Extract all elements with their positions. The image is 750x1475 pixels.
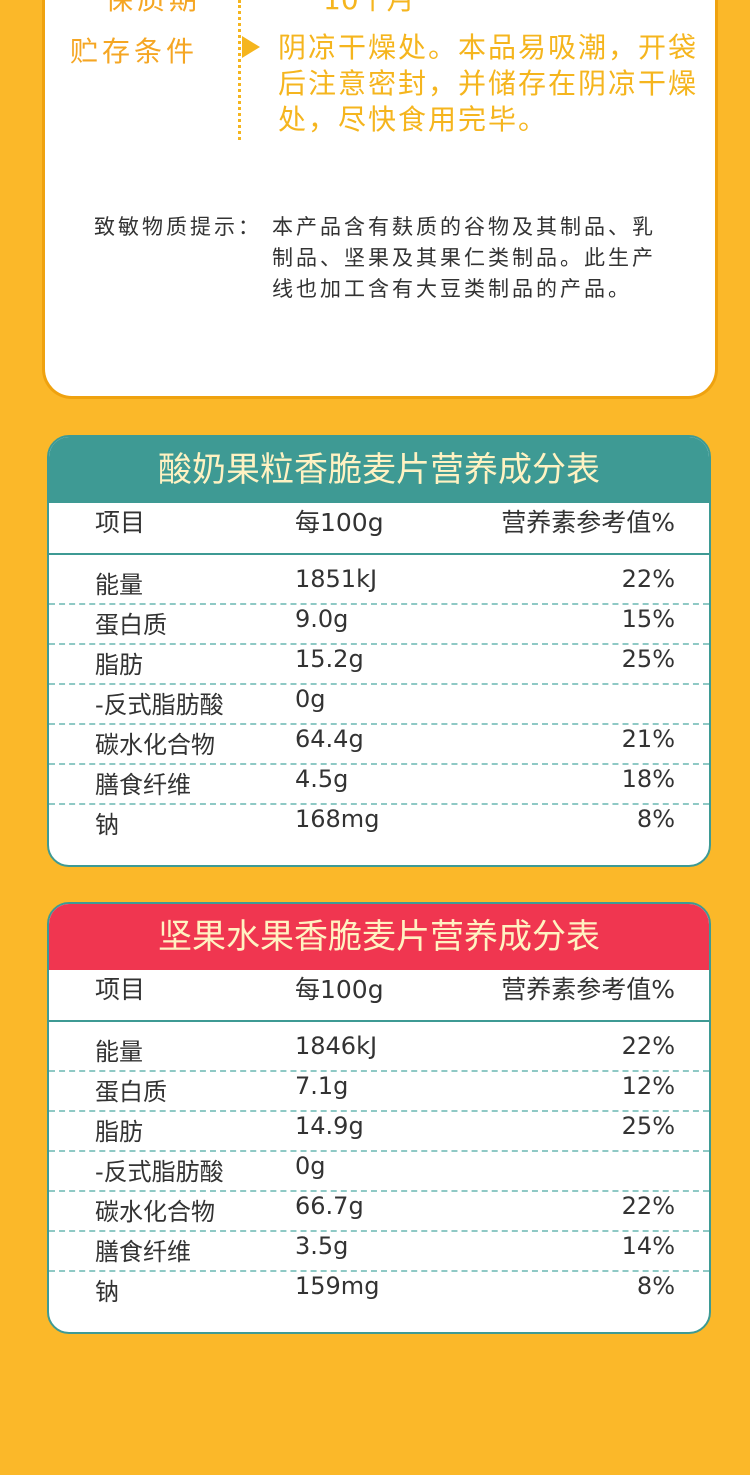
cell: 25%: [621, 1112, 675, 1140]
cell: 8%: [636, 1272, 675, 1300]
table-row: 脂肪 14.9g 25%: [49, 1112, 709, 1152]
table-row: 能量 1846kJ 22%: [49, 1032, 709, 1072]
table-row: -反式脂肪酸 0g: [49, 685, 709, 725]
header-row: 项目 每100g 营养素参考值%: [49, 503, 709, 555]
cell: 能量: [95, 1038, 143, 1066]
column-header: 营养素参考值%: [501, 975, 675, 1004]
cell: 8%: [636, 805, 675, 833]
cell: 66.7g: [295, 1192, 364, 1220]
cell: 脂肪: [95, 651, 143, 679]
cell: 蛋白质: [95, 611, 167, 639]
shelf-life-value: 10个月: [323, 0, 415, 18]
cell: 3.5g: [295, 1232, 349, 1260]
cell: 钠: [95, 1278, 119, 1306]
table-title: 酸奶果粒香脆麦片营养成分表: [49, 437, 709, 503]
storage-label: 贮存条件: [70, 35, 199, 68]
storage-text: 阴凉干燥处。本品易吸潮，开袋后注意密封，并储存在阴凉干燥处，尽快食用完毕。: [278, 31, 699, 136]
allergen-label: 致敏物质提示：: [94, 215, 262, 239]
cell: -反式脂肪酸: [95, 691, 224, 719]
column-header: 每100g: [295, 508, 384, 537]
table-row: 碳水化合物 66.7g 22%: [49, 1192, 709, 1232]
shelf-life-label: 保质期: [105, 0, 201, 18]
cell: 64.4g: [295, 725, 364, 753]
cell: 22%: [621, 1032, 675, 1060]
cell: 7.1g: [295, 1072, 349, 1100]
column-header: 每100g: [295, 975, 384, 1004]
cell: 蛋白质: [95, 1078, 167, 1106]
cell: -反式脂肪酸: [95, 1158, 224, 1186]
cell: 14.9g: [295, 1112, 364, 1140]
cell: 1851kJ: [295, 565, 378, 593]
divider: [238, 0, 241, 140]
allergen-text: 本产品含有麸质的谷物及其制品、乳制品、坚果及其果仁类制品。此生产线也加工含有大豆…: [272, 215, 656, 301]
cell: 脂肪: [95, 1118, 143, 1146]
cell: 能量: [95, 571, 143, 599]
column-header: 营养素参考值%: [501, 508, 675, 537]
cell: 22%: [621, 1192, 675, 1220]
cell: 15%: [621, 605, 675, 633]
cell: 4.5g: [295, 765, 349, 793]
cell: 168mg: [295, 805, 380, 833]
table-row: 能量 1851kJ 22%: [49, 565, 709, 605]
cell: 碳水化合物: [95, 731, 215, 759]
cell: 1846kJ: [295, 1032, 378, 1060]
column-header: 项目: [95, 975, 146, 1004]
table-row: 蛋白质 9.0g 15%: [49, 605, 709, 645]
table-row: 膳食纤维 4.5g 18%: [49, 765, 709, 805]
table-row: 蛋白质 7.1g 12%: [49, 1072, 709, 1112]
column-header: 项目: [95, 508, 146, 537]
cell: 钠: [95, 811, 119, 839]
info-card: 保质期 10个月: [42, 0, 718, 399]
cell: 22%: [621, 565, 675, 593]
cell: 15.2g: [295, 645, 364, 673]
cell: 膳食纤维: [95, 1238, 191, 1266]
table-row: 脂肪 15.2g 25%: [49, 645, 709, 685]
cell: 14%: [621, 1232, 675, 1260]
cell: 159mg: [295, 1272, 380, 1300]
cell: 0g: [295, 1152, 326, 1180]
cell: 21%: [621, 725, 675, 753]
cell: 25%: [621, 645, 675, 673]
cell: 9.0g: [295, 605, 349, 633]
cell: 12%: [621, 1072, 675, 1100]
table-title: 坚果水果香脆麦片营养成分表: [49, 904, 709, 970]
table-row: 碳水化合物 64.4g 21%: [49, 725, 709, 765]
cell: 碳水化合物: [95, 1198, 215, 1226]
spacer: [49, 555, 709, 565]
cell: 膳食纤维: [95, 771, 191, 799]
cell: 18%: [621, 765, 675, 793]
header-row: 项目 每100g 营养素参考值%: [49, 970, 709, 1022]
nutrition-table: 酸奶果粒香脆麦片营养成分表项目 每100g 营养素参考值% 能量 1851kJ 22% 蛋白…: [47, 435, 711, 867]
table-row: 钠 159mg 8%: [49, 1272, 709, 1310]
table-row: -反式脂肪酸 0g: [49, 1152, 709, 1192]
arrow: [242, 36, 260, 58]
spacer: [49, 1022, 709, 1032]
nutrition-table: 坚果水果香脆麦片营养成分表项目 每100g 营养素参考值% 能量 1846kJ 22% 蛋白…: [47, 902, 711, 1334]
table-row: 钠 168mg 8%: [49, 805, 709, 843]
table-row: 膳食纤维 3.5g 14%: [49, 1232, 709, 1272]
cell: 0g: [295, 685, 326, 713]
